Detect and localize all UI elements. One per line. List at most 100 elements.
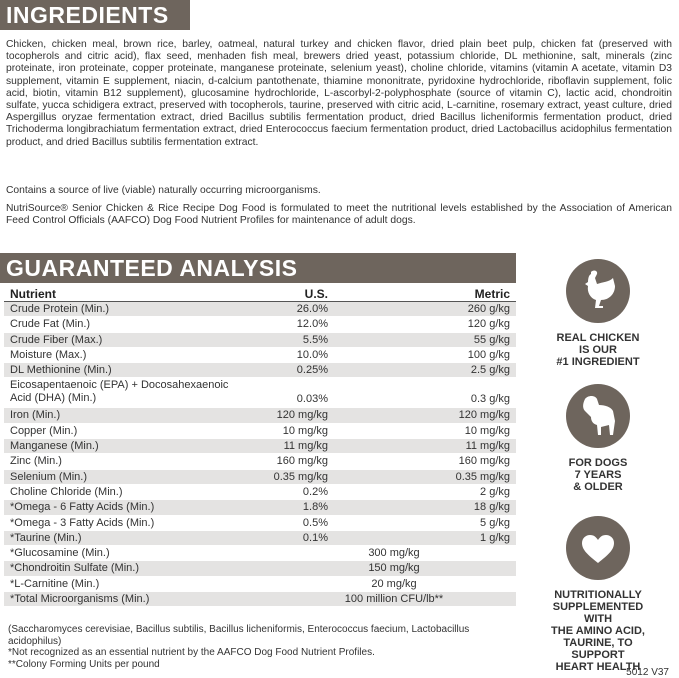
metric-value: 120 mg/kg — [458, 409, 510, 422]
ingredients-title: INGREDIENTS — [0, 0, 190, 30]
badge-text: REAL CHICKEN IS OUR #1 INGREDIENT — [548, 332, 648, 368]
metric-value: 5 g/kg — [480, 516, 510, 529]
badge: NUTRITIONALLY SUPPLEMENTED WITH THE AMINO … — [548, 515, 648, 673]
table-row: Selenium (Min.) 0.35 mg/kg 0.35 mg/kg — [4, 469, 516, 485]
nutrient: *L-Carnitine (Min.) — [10, 577, 100, 590]
metric-value: 1 g/kg — [480, 531, 510, 544]
value: 100 million CFU/lb** — [344, 593, 444, 606]
metric-value: 100 g/kg — [467, 348, 510, 361]
badge: REAL CHICKEN IS OUR #1 INGREDIENT — [548, 258, 648, 368]
badge-line: 7 YEARS — [574, 469, 622, 481]
metric-value: 0.3 g/kg — [470, 393, 510, 406]
ingredients-text: Chicken, chicken meal, brown rice, barle… — [6, 39, 672, 148]
us-value: 0.5% — [302, 516, 328, 529]
badge-line: IS OUR — [579, 344, 617, 356]
table-row: Copper (Min.) 10 mg/kg 10 mg/kg — [4, 423, 516, 440]
table-row: *Total Microorganisms (Min.) 100 million … — [4, 592, 516, 608]
badge-text: NUTRITIONALLY SUPPLEMENTED WITH THE AMINO … — [548, 589, 648, 673]
us-value: 10.0% — [296, 348, 328, 361]
table-row: *Omega - 6 Fatty Acids (Min.) 1.8% 18 g/kg — [4, 500, 516, 516]
table-row: DL Methionine (Min.) 0.25% 2.5 g/kg — [4, 363, 516, 379]
table-row: Zinc (Min.) 160 mg/kg 160 mg/kg — [4, 454, 516, 470]
table-row: *Taurine (Min.) 0.1% 1 g/kg — [4, 530, 516, 547]
badge-line: NUTRITIONALLY — [554, 589, 642, 601]
aafco-statement: NutriSource® Senior Chicken & Rice Recip… — [6, 203, 672, 227]
us-value: 0.1% — [302, 531, 328, 544]
nutrient: Crude Protein (Min.) — [10, 303, 110, 315]
footnote: *Not recognized as an essential nutrient… — [8, 647, 375, 658]
nutrient: Crude Fat (Min.) — [10, 318, 91, 331]
badge-line: #1 INGREDIENT — [556, 356, 640, 368]
table-row: *Chondroitin Sulfate (Min.) 150 mg/kg — [4, 561, 516, 577]
us-value: 0.2% — [302, 485, 328, 498]
table-row: Manganese (Min.) 11 mg/kg 11 mg/kg — [4, 439, 516, 455]
us-value: 1.8% — [302, 501, 328, 514]
nutrient: Selenium (Min.) — [10, 470, 88, 483]
nutrient: Crude Fiber (Max.) — [10, 333, 103, 346]
table-row: *Glucosamine (Min.) 300 mg/kg — [4, 546, 516, 562]
header-cell: Nutrient — [10, 287, 56, 301]
table-row: Choline Chloride (Min.) 0.2% 2 g/kg — [4, 484, 516, 501]
badge-line: SUPPLEMENTED WITH — [552, 601, 644, 625]
nutrient: Choline Chloride (Min.) — [10, 485, 123, 498]
nutrient: *Omega - 6 Fatty Acids (Min.) — [10, 501, 155, 514]
table-row: Crude Fiber (Max.) 5.5% 55 g/kg — [4, 332, 516, 348]
product-code: 5012 V37 — [626, 667, 669, 678]
metric-value: 11 mg/kg — [465, 440, 510, 453]
table-header: Nutrient U.S. Metric — [4, 286, 516, 302]
us-value: 0.35 mg/kg — [273, 470, 328, 483]
badge: FOR DOGS 7 YEARS & OLDER — [548, 383, 648, 493]
us-value: 5.5% — [302, 333, 328, 346]
nutrient: *Chondroitin Sulfate (Min.) — [10, 562, 140, 575]
chicken-icon — [566, 259, 630, 323]
metric-value: 2 g/kg — [480, 485, 510, 498]
badge-line: HEART HEALTH — [555, 661, 641, 673]
footnote: **Colony Forming Units per pound — [8, 658, 160, 670]
header-cell: Metric — [474, 287, 510, 301]
table-row: *L-Carnitine (Min.) 20 mg/kg — [4, 576, 516, 593]
us-value: 120 mg/kg — [276, 409, 328, 422]
nutrient: Zinc (Min.) — [10, 455, 62, 468]
table-row: *Omega - 3 Fatty Acids (Min.) 0.5% 5 g/kg — [4, 515, 516, 531]
badge-line: FOR DOGS — [568, 457, 628, 469]
live-note: Contains a source of live (viable) natur… — [6, 185, 321, 196]
us-value: 10 mg/kg — [282, 424, 328, 437]
badge-line: THE AMINO ACID, — [551, 625, 645, 637]
metric-value: 160 mg/kg — [458, 455, 510, 468]
analysis-title: GUARANTEED ANALYSIS — [0, 253, 516, 283]
metric-value: 55 g/kg — [473, 333, 510, 346]
nutrient: Iron (Min.) — [10, 409, 61, 422]
us-value: 0.25% — [296, 364, 328, 377]
nutrient: Eicosapentaenoic (EPA) + Docosahexaenoic… — [10, 379, 229, 405]
us-value: 160 mg/kg — [276, 455, 328, 468]
badge-line: & OLDER — [573, 481, 623, 493]
nutrient: *Glucosamine (Min.) — [10, 547, 110, 560]
us-value: 0.03% — [296, 393, 328, 406]
nutrient: *Taurine (Min.) — [10, 531, 82, 544]
analysis-table: Nutrient U.S. Metric Crude Protein (Min.) 26… — [4, 286, 516, 608]
header-cell: U.S. — [304, 287, 328, 301]
nutrient: *Total Microorganisms (Min.) — [10, 593, 150, 606]
nutrient: DL Methionine (Min.) — [10, 364, 112, 377]
badge-text: FOR DOGS 7 YEARS & OLDER — [548, 457, 648, 493]
metric-value: 2.5 g/kg — [470, 364, 510, 377]
table-row: Crude Fat (Min.) 12.0% 120 g/kg — [4, 317, 516, 333]
nutrient: Copper (Min.) — [10, 424, 78, 437]
value: 300 mg/kg — [368, 547, 420, 560]
footnotes: (Saccharomyces cerevisiae, Bacillus subt… — [8, 624, 508, 670]
us-value: 26.0% — [296, 303, 328, 315]
table-row: Eicosapentaenoic (EPA) + Docosahexaenoic… — [4, 378, 516, 409]
table-row: Moisture (Max.) 10.0% 100 g/kg — [4, 347, 516, 364]
metric-value: 10 mg/kg — [464, 424, 510, 437]
table-row: Iron (Min.) 120 mg/kg 120 mg/kg — [4, 408, 516, 424]
value: 150 mg/kg — [368, 562, 420, 575]
nutrient: *Omega - 3 Fatty Acids (Min.) — [10, 516, 155, 529]
badge-line: TAURINE, TO SUPPORT — [563, 637, 633, 661]
metric-value: 0.35 mg/kg — [455, 470, 510, 483]
badge-line: REAL CHICKEN — [556, 332, 640, 344]
footnote: (Saccharomyces cerevisiae, Bacillus subt… — [8, 624, 470, 647]
metric-value: 260 g/kg — [467, 303, 510, 315]
us-value: 11 mg/kg — [283, 440, 328, 453]
nutrient: Manganese (Min.) — [10, 440, 99, 453]
